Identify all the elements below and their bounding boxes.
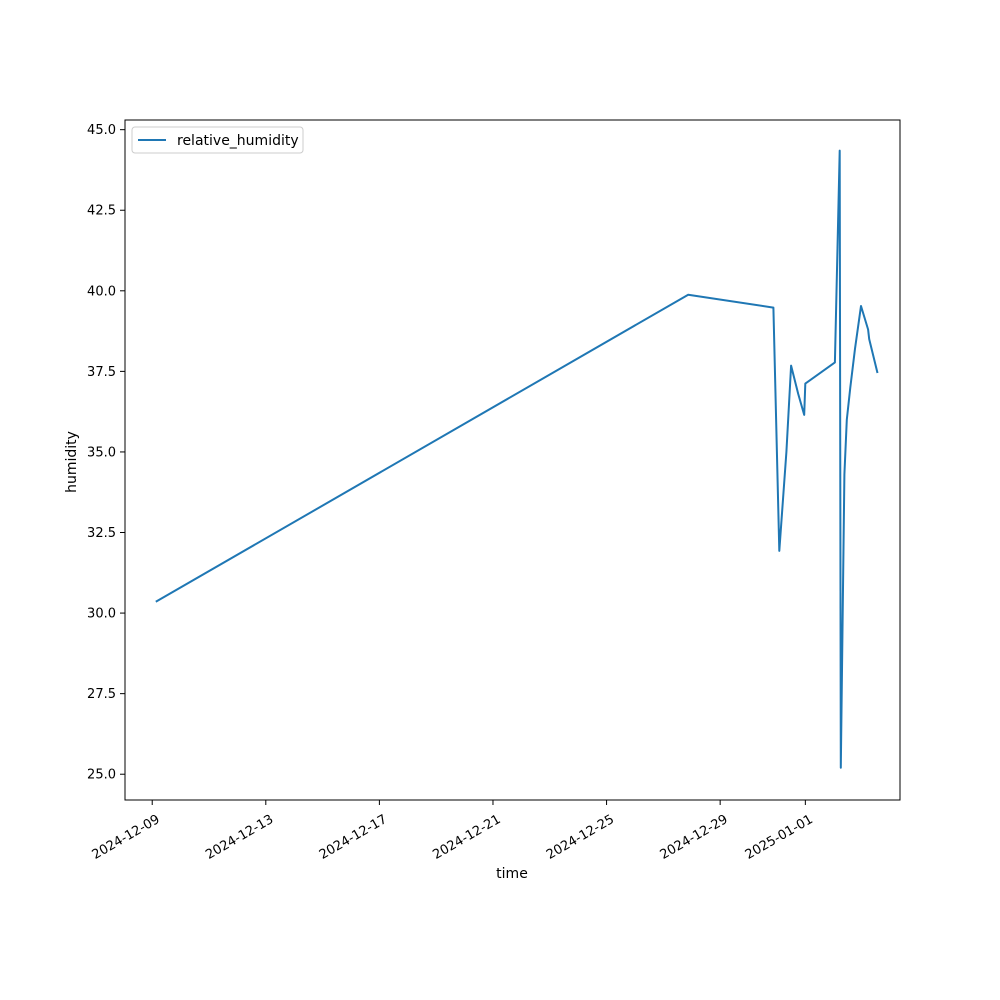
y-tick-label: 37.5 (87, 365, 116, 380)
legend-box (131, 126, 304, 154)
legend: relative_humidity (131, 126, 304, 154)
y-tick-label: 25.0 (87, 768, 116, 783)
y-tick-label: 40.0 (87, 284, 116, 299)
y-tick-label: 45.0 (87, 123, 116, 138)
y-axis-ticks: 25.0 27.5 30.0 32.5 35.0 37.5 40.0 42.5 45.0 (87, 123, 125, 783)
series-line-relative-humidity (155, 149, 879, 769)
y-tick-label: 27.5 (87, 687, 116, 702)
y-tick-label: 30.0 (87, 607, 116, 622)
x-axis-label: time (496, 866, 528, 882)
plot-frame (124, 119, 901, 801)
y-axis-label: humidity (64, 431, 80, 493)
legend-label: relative_humidity (177, 133, 299, 149)
series-layer (155, 149, 879, 769)
y-tick-label: 42.5 (87, 204, 116, 219)
y-tick-label: 35.0 (87, 445, 116, 460)
plot-area (125, 120, 900, 800)
y-tick-label: 32.5 (87, 526, 116, 541)
